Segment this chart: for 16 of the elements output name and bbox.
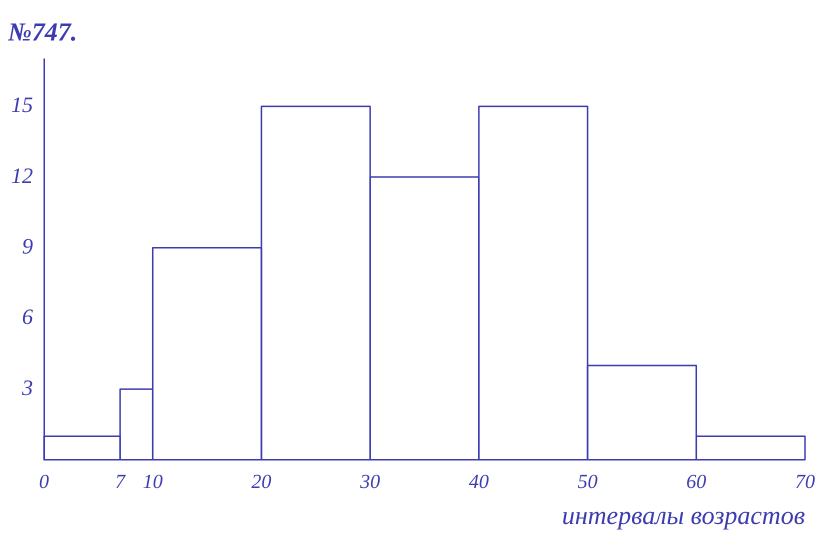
chart-title: №747. bbox=[7, 17, 78, 46]
x-tick-label: 30 bbox=[359, 471, 380, 494]
x-tick-label: 0 bbox=[39, 471, 49, 494]
x-axis-title: интервалы возрастов bbox=[562, 501, 805, 530]
x-tick-label: 10 bbox=[142, 471, 163, 494]
x-tick-label: 60 bbox=[686, 471, 706, 494]
y-tick-label: 12 bbox=[11, 162, 33, 188]
y-tick-label: 6 bbox=[22, 304, 33, 330]
y-tick-label: 15 bbox=[11, 92, 33, 118]
x-tick-label: 20 bbox=[251, 471, 272, 494]
x-tick-label: 7 bbox=[115, 471, 126, 494]
y-tick-label: 3 bbox=[21, 374, 33, 400]
x-tick-label: 40 bbox=[468, 471, 489, 494]
x-tick-label: 50 bbox=[578, 471, 598, 494]
y-tick-label: 9 bbox=[22, 234, 33, 258]
x-tick-label: 70 bbox=[795, 471, 815, 494]
